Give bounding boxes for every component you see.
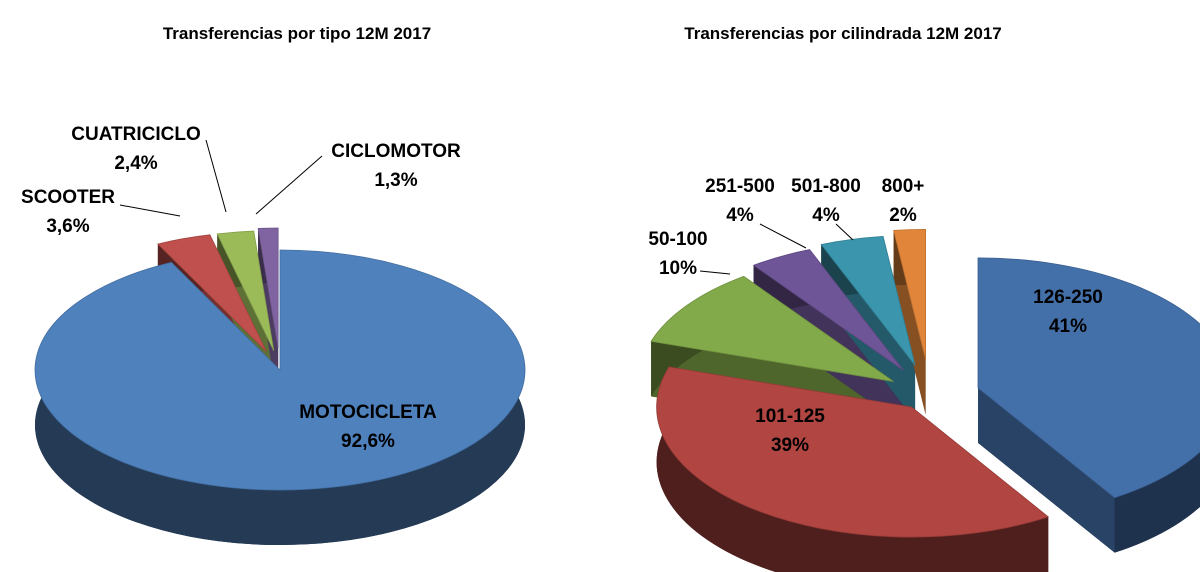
leader-line-501-800	[835, 223, 854, 241]
data-label-101-125: 101-125 39%	[755, 402, 825, 460]
data-label-126-250: 126-250 41%	[1033, 283, 1103, 341]
label-category: MOTOCICLETA	[299, 402, 437, 423]
leader-line-251-500	[759, 223, 807, 249]
label-category: 501-800	[791, 176, 861, 197]
data-label-251-500: 251-500 4%	[705, 172, 775, 230]
chart-title-cilindrada: Transferencias por cilindrada 12M 2017	[684, 24, 1002, 43]
data-label-ciclomotor: CICLOMOTOR 1,3%	[331, 137, 460, 195]
data-label-50-100: 50-100 10%	[648, 225, 707, 283]
label-percent: 4%	[812, 205, 840, 226]
slice-cuatriciclo[interactable]	[216, 230, 275, 351]
label-category: CICLOMOTOR	[331, 141, 461, 162]
leader-line-50-100	[699, 270, 731, 275]
slice-wall-126-250	[978, 387, 1115, 553]
data-label-motocicleta: MOTOCICLETA 92,6%	[299, 398, 437, 456]
label-category: SCOOTER	[21, 187, 115, 208]
slice-501-800[interactable]	[820, 235, 916, 366]
data-label-800+: 800+ 2%	[882, 172, 925, 230]
slice-motocicleta[interactable]	[34, 249, 526, 491]
label-percent: 41%	[1048, 316, 1088, 337]
label-percent: 39%	[770, 435, 810, 456]
slice-101-125[interactable]	[656, 366, 1050, 538]
label-percent: 4%	[726, 205, 754, 226]
data-label-501-800: 501-800 4%	[791, 172, 861, 230]
pie-chart-1	[650, 228, 1200, 572]
pie-chart-0	[34, 227, 526, 545]
label-percent: 92,6%	[341, 431, 395, 452]
label-category: 126-250	[1033, 287, 1103, 308]
slice-50-100[interactable]	[650, 275, 894, 382]
pie-tops	[34, 227, 526, 491]
label-percent: 2%	[889, 205, 917, 226]
label-category: 251-500	[705, 176, 775, 197]
data-label-cuatriciclo: CUATRICICLO 2,4%	[71, 120, 200, 178]
chart-title-tipo: Transferencias por tipo 12M 2017	[162, 24, 432, 43]
leader-line-ciclomotor	[255, 155, 323, 215]
label-percent: 10%	[658, 258, 698, 279]
slice-800+[interactable]	[893, 228, 927, 360]
label-percent: 2,4%	[114, 153, 158, 174]
label-percent: 1,3%	[374, 170, 418, 191]
pie-tops	[650, 228, 1200, 538]
slice-scooter[interactable]	[157, 234, 267, 352]
slice-251-500[interactable]	[752, 249, 904, 371]
label-category: 800+	[881, 176, 925, 197]
label-category: 101-125	[755, 406, 825, 427]
leader-line-cuatriciclo	[205, 139, 227, 213]
leader-line-scooter	[119, 204, 181, 217]
label-category: CUATRICICLO	[71, 124, 201, 145]
slice-126-250[interactable]	[977, 257, 1200, 499]
label-category: 50-100	[648, 229, 708, 250]
slice-ciclomotor[interactable]	[257, 227, 279, 349]
slice-side-101-125	[656, 366, 1049, 572]
label-percent: 3,6%	[46, 216, 90, 237]
data-label-scooter: SCOOTER 3,6%	[21, 183, 115, 241]
